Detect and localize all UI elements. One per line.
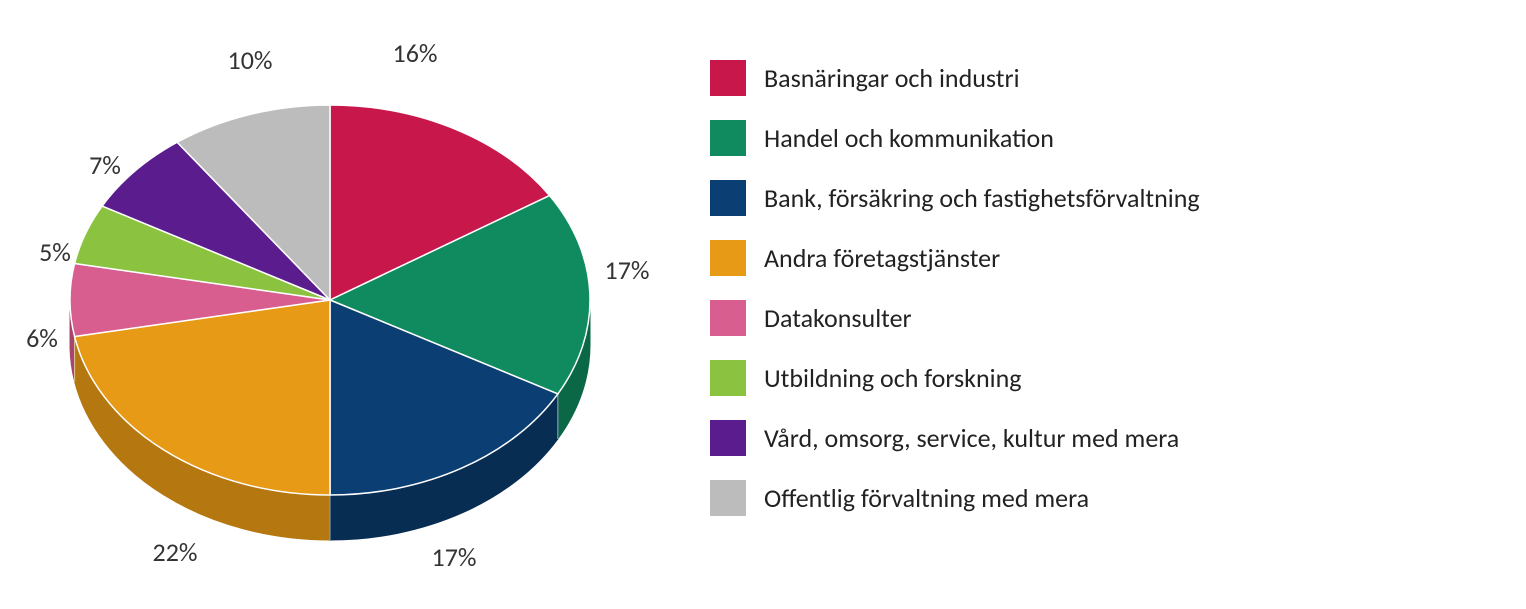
- legend-swatch-offentlig: [710, 480, 746, 516]
- legend-item-basnaringar: Basnäringar och industri: [710, 60, 1200, 96]
- legend-swatch-basnaringar: [710, 60, 746, 96]
- legend-item-bank: Bank, försäkring och fastighetsförvaltni…: [710, 180, 1200, 216]
- legend-label-bank: Bank, försäkring och fastighetsförvaltni…: [764, 182, 1200, 214]
- legend-swatch-vard: [710, 420, 746, 456]
- legend-label-offentlig: Offentlig förvaltning med mera: [764, 482, 1089, 514]
- pie-svg: [0, 0, 680, 609]
- legend-swatch-andra: [710, 240, 746, 276]
- pie-chart: 16%17%17%22%6%5%7%10%: [0, 0, 680, 609]
- legend-swatch-handel: [710, 120, 746, 156]
- legend-item-vard: Vård, omsorg, service, kultur med mera: [710, 420, 1200, 456]
- legend-label-vard: Vård, omsorg, service, kultur med mera: [764, 422, 1179, 454]
- legend-label-basnaringar: Basnäringar och industri: [764, 62, 1020, 94]
- legend-item-datakonsulter: Datakonsulter: [710, 300, 1200, 336]
- legend-item-handel: Handel och kommunikation: [710, 120, 1200, 156]
- legend: Basnäringar och industri Handel och kommu…: [710, 60, 1200, 516]
- legend-label-handel: Handel och kommunikation: [764, 122, 1054, 154]
- legend-swatch-datakonsulter: [710, 300, 746, 336]
- legend-label-datakonsulter: Datakonsulter: [764, 302, 912, 334]
- legend-label-andra: Andra företagstjänster: [764, 242, 1000, 274]
- legend-item-utbildning: Utbildning och forskning: [710, 360, 1200, 396]
- legend-item-offentlig: Offentlig förvaltning med mera: [710, 480, 1200, 516]
- legend-swatch-utbildning: [710, 360, 746, 396]
- legend-swatch-bank: [710, 180, 746, 216]
- chart-wrap: 16%17%17%22%6%5%7%10% Basnäringar och in…: [0, 0, 1526, 609]
- legend-item-andra: Andra företagstjänster: [710, 240, 1200, 276]
- legend-label-utbildning: Utbildning och forskning: [764, 362, 1022, 394]
